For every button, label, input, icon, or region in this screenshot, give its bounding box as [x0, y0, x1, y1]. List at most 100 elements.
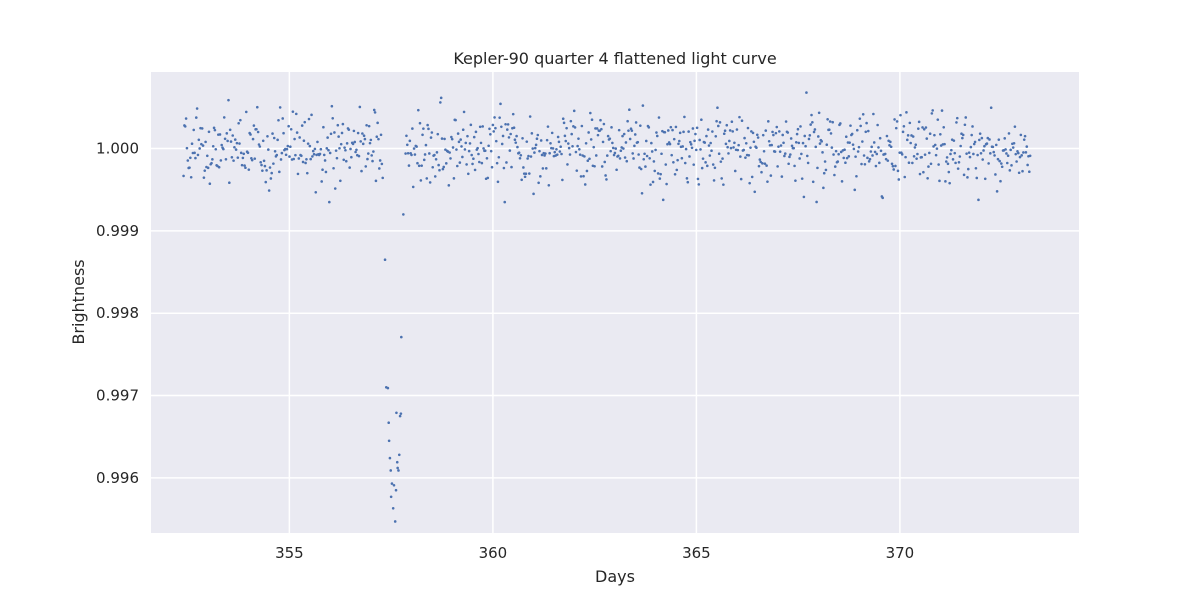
data-point	[953, 151, 957, 155]
data-point	[932, 145, 935, 148]
data-point	[615, 168, 618, 172]
data-point	[460, 145, 463, 148]
data-point	[766, 180, 769, 183]
data-point	[933, 133, 936, 137]
data-point	[609, 149, 612, 153]
data-point	[830, 146, 834, 149]
data-point	[885, 134, 889, 138]
data-point	[873, 150, 877, 154]
data-point	[481, 125, 485, 128]
data-point	[578, 148, 581, 151]
data-point	[687, 130, 690, 133]
data-point	[237, 121, 240, 125]
data-point	[205, 154, 209, 158]
data-point	[695, 126, 699, 130]
data-point	[680, 156, 684, 160]
data-point	[531, 147, 535, 150]
data-point	[282, 131, 285, 135]
data-point	[524, 172, 528, 176]
data-point	[405, 143, 409, 147]
data-point	[395, 460, 399, 464]
data-point	[751, 131, 755, 135]
data-point	[811, 121, 814, 124]
data-point	[855, 128, 859, 132]
data-point	[559, 145, 562, 148]
data-point	[544, 167, 548, 170]
data-point	[764, 129, 768, 132]
data-point	[550, 131, 554, 135]
data-point	[314, 190, 318, 194]
data-point	[729, 146, 733, 150]
data-point	[1003, 137, 1007, 140]
data-point	[608, 137, 612, 140]
data-point	[494, 139, 498, 143]
data-point	[1006, 154, 1010, 158]
data-point	[272, 162, 275, 165]
data-point	[937, 163, 940, 166]
data-point	[649, 183, 652, 186]
data-point	[360, 169, 363, 173]
data-point	[624, 141, 628, 144]
data-point	[647, 126, 651, 129]
data-point	[782, 141, 785, 145]
data-point	[600, 127, 603, 131]
data-point	[832, 153, 835, 156]
data-point	[726, 145, 729, 149]
data-point	[358, 105, 362, 109]
data-point	[438, 168, 441, 172]
data-point	[267, 148, 270, 151]
data-point	[307, 117, 311, 121]
data-point	[210, 161, 213, 165]
data-point	[859, 124, 862, 128]
data-point	[985, 142, 989, 145]
data-point	[781, 133, 784, 137]
data-point	[883, 152, 887, 156]
data-point	[450, 135, 453, 139]
data-point	[979, 152, 983, 155]
data-point	[467, 172, 470, 176]
data-point	[348, 166, 351, 169]
data-point	[715, 119, 718, 123]
data-point	[441, 167, 445, 171]
data-point	[567, 142, 570, 145]
data-point	[799, 125, 802, 128]
data-point	[264, 180, 268, 184]
data-point	[825, 143, 829, 146]
data-point	[244, 110, 248, 114]
data-point	[270, 171, 274, 175]
data-point	[833, 165, 837, 168]
data-point	[998, 159, 1001, 163]
data-point	[772, 133, 775, 137]
data-point	[316, 140, 319, 144]
data-point	[760, 170, 763, 174]
data-point	[744, 141, 748, 145]
data-point	[525, 140, 529, 143]
data-point	[780, 175, 784, 178]
data-point	[417, 164, 421, 168]
data-point	[809, 123, 812, 126]
data-point	[672, 137, 676, 141]
data-point	[622, 147, 625, 150]
data-point	[411, 185, 415, 189]
data-point	[322, 125, 325, 129]
data-point	[193, 151, 196, 155]
data-point	[459, 138, 462, 141]
data-point	[598, 129, 601, 133]
data-point	[375, 135, 379, 138]
data-point	[529, 155, 533, 158]
data-point	[233, 145, 236, 149]
data-point	[872, 141, 876, 144]
data-point	[1009, 148, 1012, 152]
data-point	[366, 157, 369, 161]
data-point	[195, 107, 199, 110]
data-point	[561, 178, 564, 182]
data-point	[333, 131, 336, 134]
data-point	[755, 146, 758, 150]
data-point	[839, 122, 842, 125]
data-point	[480, 161, 484, 165]
data-point	[491, 123, 495, 127]
data-point	[732, 146, 735, 149]
data-point	[947, 170, 951, 174]
data-point	[645, 154, 649, 158]
data-point	[900, 153, 904, 156]
